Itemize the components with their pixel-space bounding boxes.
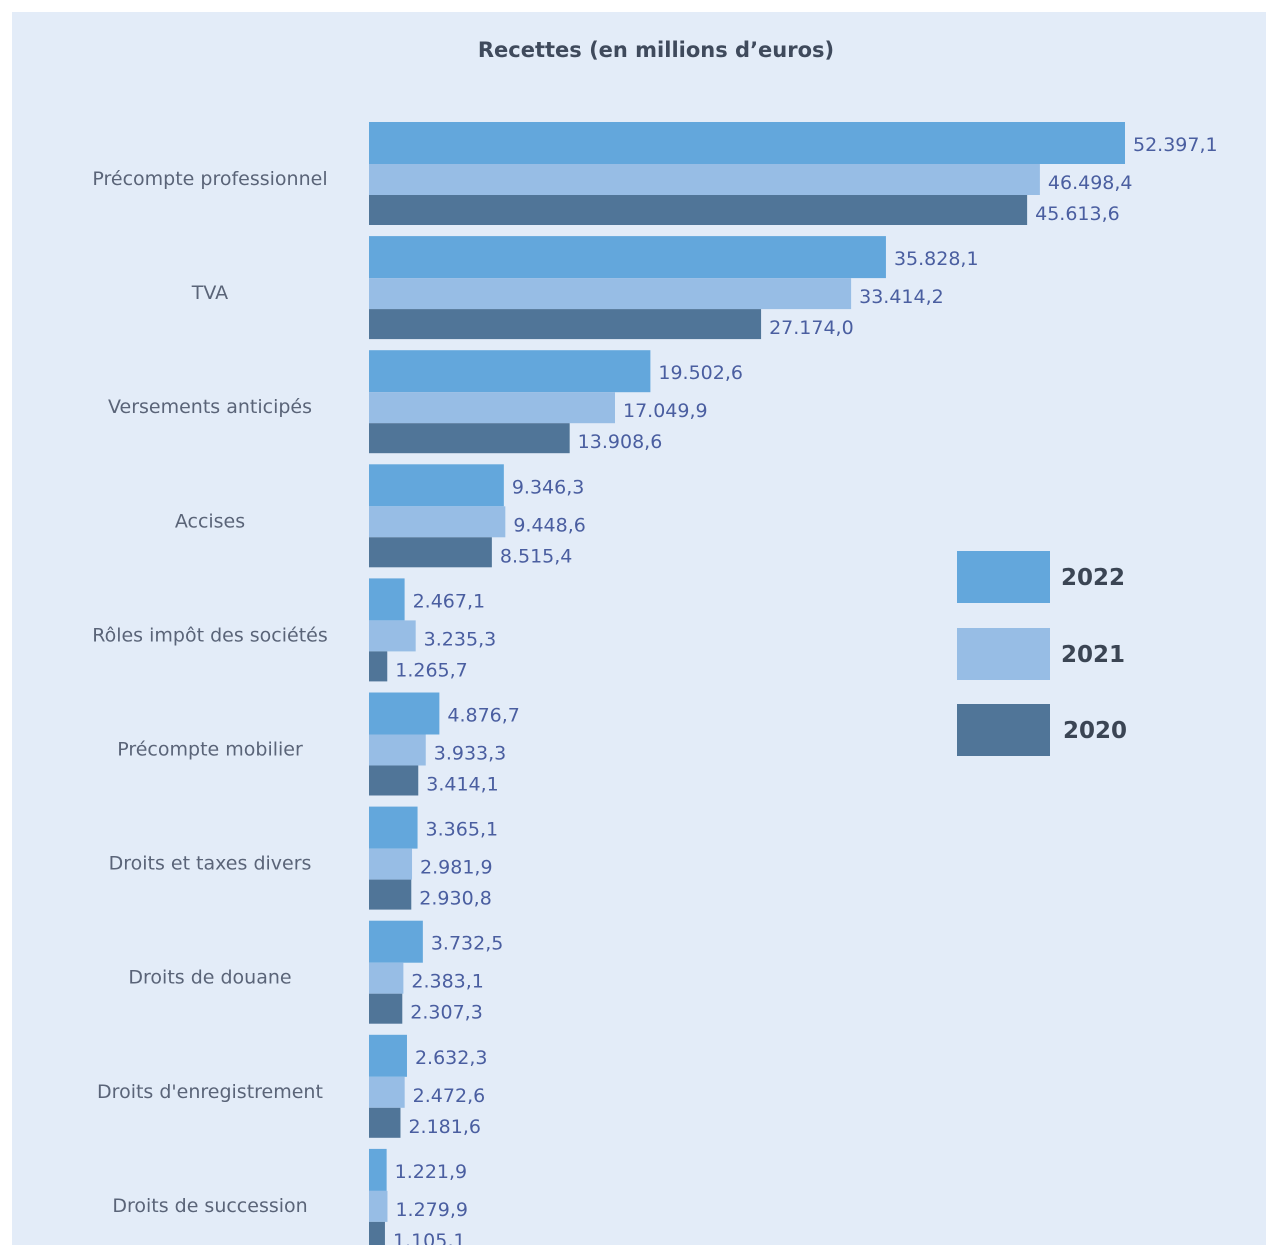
value-label: 3.933,3 xyxy=(434,743,507,765)
value-label: 46.498,4 xyxy=(1048,172,1133,194)
bar-2022 xyxy=(369,1148,387,1191)
value-label: 13.908,6 xyxy=(578,431,663,453)
bar-2021 xyxy=(369,962,404,994)
bar-2020 xyxy=(369,993,403,1024)
bar-2021 xyxy=(369,392,616,424)
category-label: Précompte mobilier xyxy=(117,739,303,761)
value-label: 2.930,8 xyxy=(419,888,492,910)
value-label: 2.467,1 xyxy=(413,590,486,612)
bar-2020 xyxy=(369,309,762,340)
bar-2020 xyxy=(369,1107,401,1138)
value-label: 3.732,5 xyxy=(431,933,504,955)
bar-2021 xyxy=(369,734,426,766)
bar-2020 xyxy=(369,195,1028,225)
bar-2021 xyxy=(369,620,416,652)
value-label: 1.221,9 xyxy=(395,1161,468,1183)
category-label: Rôles impôt des sociétés xyxy=(92,624,328,646)
bar-2022 xyxy=(369,236,886,279)
category-label: Droits de douane xyxy=(128,967,291,989)
bar-2022 xyxy=(369,464,504,507)
bar-2020 xyxy=(369,765,419,796)
bar-2021 xyxy=(369,1190,388,1222)
category-label: Droits et taxes divers xyxy=(109,853,312,875)
bar-2020 xyxy=(369,1221,385,1245)
chart-panel: Recettes (en millions d’euros) Précompte… xyxy=(12,12,1266,1245)
category-label: Accises xyxy=(175,510,245,532)
bar-2022 xyxy=(369,122,1125,164)
value-label: 45.613,6 xyxy=(1035,203,1120,225)
value-label: 8.515,4 xyxy=(500,545,573,567)
value-label: 52.397,1 xyxy=(1133,134,1218,156)
bar-2022 xyxy=(369,692,440,735)
bar-2022 xyxy=(369,1034,407,1077)
legend-label: 2020 xyxy=(1063,718,1127,744)
legend-swatch-2022 xyxy=(957,551,1050,603)
value-label: 33.414,2 xyxy=(859,286,944,308)
bar-2022 xyxy=(369,578,405,621)
category-label: Versements anticipés xyxy=(108,396,312,418)
value-label: 2.981,9 xyxy=(420,857,493,879)
chart: Recettes (en millions d’euros) Précompte… xyxy=(92,38,1218,1245)
value-label: 4.876,7 xyxy=(447,705,520,727)
category-label: Droits de succession xyxy=(112,1195,307,1217)
value-label: 9.448,6 xyxy=(513,514,586,536)
value-label: 2.472,6 xyxy=(413,1085,486,1107)
value-label: 1.279,9 xyxy=(395,1199,468,1221)
bar-group: Précompte professionnel 52.397,146.498,4 4… xyxy=(92,122,1218,1245)
value-label: 19.502,6 xyxy=(658,362,743,384)
bar-2020 xyxy=(369,879,412,910)
bar-2021 xyxy=(369,1076,405,1108)
bar-2022 xyxy=(369,920,423,963)
bar-2021 xyxy=(369,506,506,538)
bar-2021 xyxy=(369,164,1040,195)
bar-2020 xyxy=(369,423,570,454)
bar-2020 xyxy=(369,537,492,568)
category-label: Précompte professionnel xyxy=(92,168,327,190)
value-label: 3.365,1 xyxy=(426,819,499,841)
value-label: 3.414,1 xyxy=(426,774,499,796)
chart-title: Recettes (en millions d’euros) xyxy=(478,38,834,62)
value-label: 2.632,3 xyxy=(415,1047,488,1069)
value-label: 9.346,3 xyxy=(512,476,585,498)
value-label: 2.181,6 xyxy=(408,1116,481,1138)
value-label: 35.828,1 xyxy=(894,248,979,270)
value-label: 1.265,7 xyxy=(395,659,468,681)
bar-2021 xyxy=(369,848,413,880)
bar-2020 xyxy=(369,651,388,682)
legend: 2022 2021 2020 xyxy=(957,551,1127,756)
value-label: 2.383,1 xyxy=(411,971,484,993)
bar-2021 xyxy=(369,278,852,310)
category-label: TVA xyxy=(191,282,228,304)
legend-label: 2021 xyxy=(1061,642,1125,668)
legend-label: 2022 xyxy=(1061,565,1125,591)
value-label: 17.049,9 xyxy=(623,400,708,422)
value-label: 3.235,3 xyxy=(424,628,497,650)
value-label: 1.105,1 xyxy=(393,1230,466,1245)
value-label: 27.174,0 xyxy=(769,317,854,339)
legend-swatch-2021 xyxy=(957,628,1050,680)
legend-swatch-2020 xyxy=(957,704,1050,756)
value-label: 2.307,3 xyxy=(410,1002,483,1024)
bar-2022 xyxy=(369,806,418,849)
category-label: Droits d'enregistrement xyxy=(97,1081,323,1103)
bar-2022 xyxy=(369,350,651,393)
